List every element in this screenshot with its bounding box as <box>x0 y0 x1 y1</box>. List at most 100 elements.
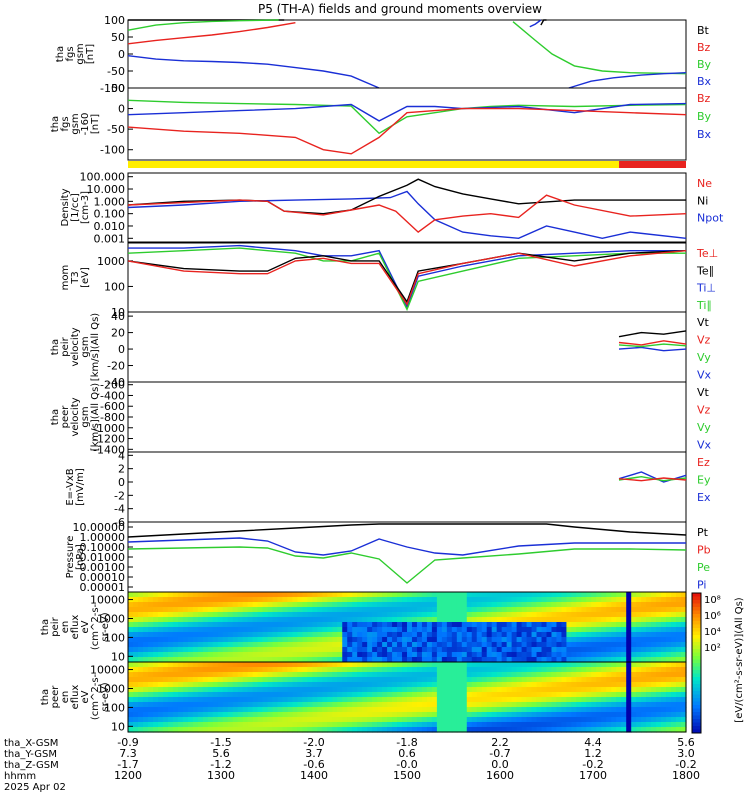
spectrogram-cell <box>218 607 224 613</box>
spectrogram-cell <box>472 597 478 603</box>
spectrogram-cell <box>248 672 254 678</box>
spectrogram-cell <box>596 607 602 613</box>
spectrogram-cell <box>228 702 234 708</box>
spectrogram-cell <box>238 627 244 633</box>
spectrogram-cell <box>377 702 383 708</box>
spectrogram-cell <box>447 632 453 638</box>
spectrogram-cell <box>666 647 672 653</box>
spectrogram-cell <box>238 652 244 658</box>
spectrogram-cell <box>576 707 582 713</box>
spectrogram-cell <box>437 662 443 668</box>
spectrogram-cell <box>641 647 647 653</box>
spectrogram-cell <box>507 607 513 613</box>
spectrogram-cell <box>467 662 473 668</box>
spectrogram-cell <box>462 682 468 688</box>
spectrogram-cell <box>636 602 642 608</box>
spectrogram-cell <box>302 637 308 643</box>
spectrogram-cell <box>188 647 194 653</box>
spectrogram-cell <box>163 627 169 633</box>
spectrogram-cell <box>542 702 548 708</box>
spectrogram-cell <box>238 642 244 648</box>
spectrogram-cell <box>352 697 358 703</box>
spectrogram-cell <box>502 672 508 678</box>
spectrogram-cell <box>576 612 582 618</box>
spectrogram-cell <box>586 692 592 698</box>
spectrogram-cell <box>342 712 348 718</box>
spectrogram-cell <box>272 642 278 648</box>
spectrogram-cell <box>198 722 204 728</box>
spectrogram-cell <box>133 667 139 673</box>
spectrogram-cell <box>138 712 144 718</box>
y-tick-label: 10 <box>111 650 125 663</box>
spectrogram-cell <box>611 687 617 693</box>
spectrogram-cell <box>487 637 493 643</box>
spectrogram-cell <box>661 637 667 643</box>
spectrogram-cell <box>402 667 408 673</box>
spectrogram-cell <box>422 712 428 718</box>
spectrogram-cell <box>656 627 662 633</box>
spectrogram-cell <box>277 607 283 613</box>
spectrogram-cell <box>347 612 353 618</box>
spectrogram-cell <box>372 602 378 608</box>
spectrogram-cell <box>407 697 413 703</box>
spectrogram-cell <box>223 652 229 658</box>
spectrogram-cell <box>571 592 577 598</box>
spectrogram-cell <box>337 717 343 723</box>
spectrogram-cell <box>342 722 348 728</box>
spectrogram-cell <box>347 667 353 673</box>
spectrogram-cell <box>467 637 473 643</box>
spectrogram-cell <box>382 682 388 688</box>
spectrogram-cell <box>616 637 622 643</box>
spectrogram-cell <box>457 722 463 728</box>
spectrogram-cell <box>656 682 662 688</box>
spectrogram-cell <box>566 602 572 608</box>
spectrogram-cell <box>497 617 503 623</box>
spectrogram-cell <box>576 632 582 638</box>
spectrogram-cell <box>447 702 453 708</box>
spectrogram-cell <box>626 627 632 633</box>
spectrogram-cell <box>561 722 567 728</box>
spectrogram-cell <box>292 717 298 723</box>
spectrogram-cell <box>357 707 363 713</box>
spectrogram-cell <box>482 602 488 608</box>
spectrogram-cell <box>382 687 388 693</box>
spectrogram-cell <box>417 617 423 623</box>
spectrogram-cell <box>651 617 657 623</box>
spectrogram-cell <box>392 712 398 718</box>
spectrogram-cell <box>517 602 523 608</box>
spectrogram-cell <box>402 622 408 628</box>
spectrogram-cell <box>452 702 458 708</box>
spectrogram-cell <box>337 672 343 678</box>
spectrogram-cell <box>173 597 179 603</box>
spectrogram-cell <box>547 672 553 678</box>
spectrogram-cell <box>193 722 199 728</box>
spectrogram-cell <box>292 662 298 668</box>
spectrogram-cell <box>407 602 413 608</box>
spectrogram-cell <box>198 607 204 613</box>
spectrogram-cell <box>651 687 657 693</box>
spectrogram-cell <box>203 717 209 723</box>
spectrogram-cell <box>337 667 343 673</box>
spectrogram-cell <box>457 702 463 708</box>
spectrogram-cell <box>297 647 303 653</box>
spectrogram-cell <box>377 647 383 653</box>
spectrogram-cell <box>218 602 224 608</box>
spectrogram-cell <box>497 717 503 723</box>
spectrogram-cell <box>297 717 303 723</box>
spectrogram-cell <box>173 722 179 728</box>
spectrogram-cell <box>656 677 662 683</box>
spectrogram-cell <box>636 632 642 638</box>
y-axis-label: [cm-3] <box>80 191 91 224</box>
spectrogram-cell <box>467 667 473 673</box>
spectrogram-cell <box>382 612 388 618</box>
spectrogram-cell <box>322 687 328 693</box>
spectrogram-cell <box>243 627 249 633</box>
spectrogram-cell <box>601 722 607 728</box>
spectrogram-cell <box>208 597 214 603</box>
spectrogram-cell <box>233 687 239 693</box>
spectrogram-cell <box>153 697 159 703</box>
spectrogram-cell <box>357 672 363 678</box>
spectrogram-cell <box>178 712 184 718</box>
spectrogram-cell <box>522 722 528 728</box>
y-tick-label: 10 <box>111 720 125 733</box>
